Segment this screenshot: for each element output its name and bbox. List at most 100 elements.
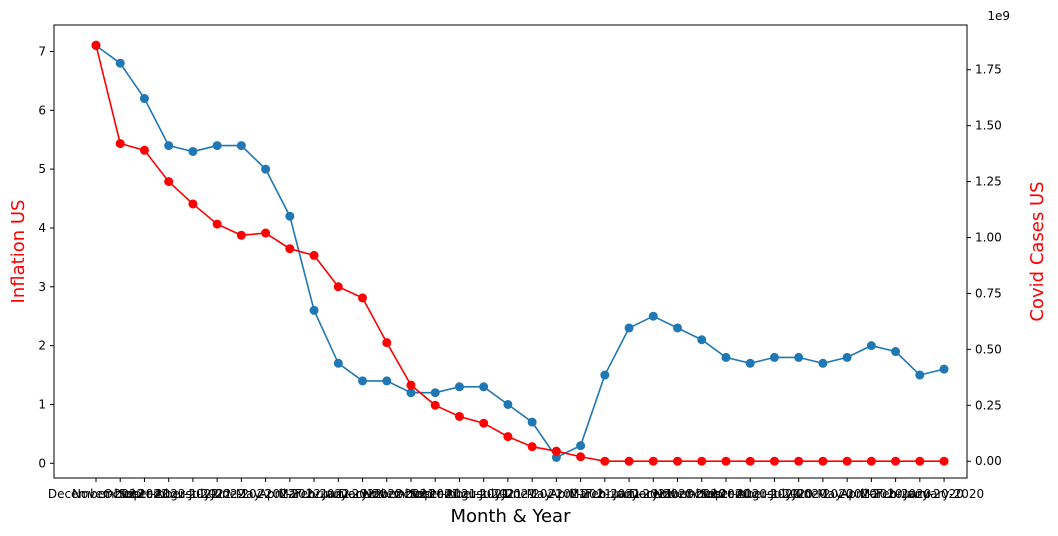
data-point-covid-cases (479, 418, 489, 428)
series-layer (91, 40, 949, 466)
x-tick-label: May-2020 (817, 487, 876, 501)
x-tick-label: January-2022 (321, 487, 402, 501)
data-point-inflation (454, 382, 464, 392)
x-tick-label: January-2021 (612, 487, 693, 501)
data-point-inflation (939, 364, 949, 374)
data-point-inflation (600, 370, 610, 380)
data-point-covid-cases (697, 456, 707, 466)
data-point-inflation (527, 417, 537, 427)
left-y-tick-label: 6 (38, 103, 46, 117)
x-tick-label: December-2022 (48, 487, 144, 501)
x-tick-label: February-2020 (876, 487, 964, 501)
data-point-inflation (866, 341, 876, 351)
x-tick-label: March-2022 (278, 487, 349, 501)
data-point-covid-cases (430, 400, 440, 410)
right-y-tick-label: 1.25 (975, 175, 1002, 189)
data-point-inflation (769, 352, 779, 362)
data-point-inflation (915, 370, 925, 380)
x-tick-label: November-2020 (653, 487, 750, 501)
x-tick-label: March-2021 (569, 487, 640, 501)
data-point-inflation (551, 452, 561, 462)
right-y-tick-label: 1.00 (975, 231, 1002, 245)
data-point-inflation (576, 441, 586, 451)
data-point-covid-cases (939, 456, 949, 466)
left-y-tick-label: 2 (38, 339, 46, 353)
data-point-inflation (794, 352, 804, 362)
data-point-covid-cases (842, 456, 852, 466)
data-point-inflation (648, 311, 658, 321)
x-axis-label: Month & Year (450, 506, 571, 527)
data-point-inflation (164, 141, 174, 151)
x-tick-label: March-2020 (860, 487, 931, 501)
x-tick-label: April-2022 (259, 487, 321, 501)
data-point-inflation (479, 382, 489, 392)
data-point-covid-cases (721, 456, 731, 466)
x-tick-label: October-2022 (103, 487, 185, 501)
data-point-covid-cases (600, 456, 610, 466)
right-y-tick-label: 0.25 (975, 398, 1002, 412)
data-point-covid-cases (576, 452, 586, 462)
x-tick-label: October-2020 (685, 487, 767, 501)
data-point-covid-cases (333, 282, 343, 292)
right-y-tick-label: 0.00 (975, 454, 1002, 468)
data-point-covid-cases (285, 244, 295, 254)
data-point-covid-cases (188, 199, 198, 209)
data-point-inflation (236, 141, 246, 151)
x-tick-label: August-2020 (736, 487, 813, 501)
x-tick-label: July-2020 (770, 487, 827, 501)
x-tick-label: May-2021 (527, 487, 586, 501)
x-tick-label: June-2021 (501, 487, 563, 501)
x-tick-label: December-2021 (339, 487, 435, 501)
data-point-covid-cases (454, 411, 464, 421)
right-y-tick-label: 0.75 (975, 286, 1002, 300)
left-y-tick-label: 5 (38, 162, 46, 176)
plot-frame (53, 24, 968, 479)
data-point-inflation (115, 58, 125, 68)
data-point-inflation (842, 352, 852, 362)
data-point-covid-cases (745, 456, 755, 466)
data-point-covid-cases (527, 442, 537, 452)
x-tick-label: September-2022 (118, 487, 218, 501)
x-tick-label: November-2022 (72, 487, 169, 501)
right-y-axis-ticks: 0.00 0.25 0.50 0.75 1.00 1.25 1.50 1.75 (967, 63, 1002, 468)
data-point-inflation (212, 141, 222, 151)
x-tick-label: May-2022 (236, 487, 295, 501)
x-tick-label: June-2020 (791, 487, 853, 501)
x-tick-label: June-2022 (210, 487, 272, 501)
data-point-covid-cases (503, 432, 513, 442)
data-point-inflation (503, 399, 513, 409)
x-tick-label: November-2021 (363, 487, 460, 501)
right-y-axis-label: Covid Cases US (1027, 181, 1048, 321)
data-point-covid-cases (866, 456, 876, 466)
data-point-covid-cases (382, 338, 392, 348)
x-tick-label: January-2020 (903, 487, 984, 501)
right-y-tick-label: 1.50 (975, 119, 1002, 133)
data-point-inflation (309, 305, 319, 315)
data-point-covid-cases (794, 456, 804, 466)
data-point-inflation (406, 388, 416, 398)
data-point-covid-cases (891, 456, 901, 466)
data-point-covid-cases (648, 456, 658, 466)
data-point-covid-cases (212, 219, 222, 229)
data-point-inflation (382, 376, 392, 386)
x-tick-label: April-2020 (840, 487, 902, 501)
right-y-tick-label: 1.75 (975, 63, 1002, 77)
data-point-covid-cases (769, 456, 779, 466)
x-tick-label: December-2020 (629, 487, 725, 501)
data-point-inflation (285, 211, 295, 221)
x-tick-label: September-2020 (700, 487, 800, 501)
data-point-covid-cases (624, 456, 634, 466)
data-point-inflation (261, 164, 271, 174)
right-y-axis-offset-label: 1e9 (987, 9, 1010, 23)
x-tick-label: July-2021 (479, 487, 536, 501)
data-point-inflation (745, 358, 755, 368)
data-point-inflation (891, 347, 901, 357)
data-point-inflation (358, 376, 368, 386)
data-point-covid-cases (358, 293, 368, 303)
data-point-inflation (139, 94, 149, 104)
left-y-axis-ticks: 0 1 2 3 4 5 6 7 (38, 44, 54, 470)
data-point-inflation (430, 388, 440, 398)
data-point-covid-cases (91, 40, 101, 50)
x-tick-label: July-2022 (188, 487, 245, 501)
